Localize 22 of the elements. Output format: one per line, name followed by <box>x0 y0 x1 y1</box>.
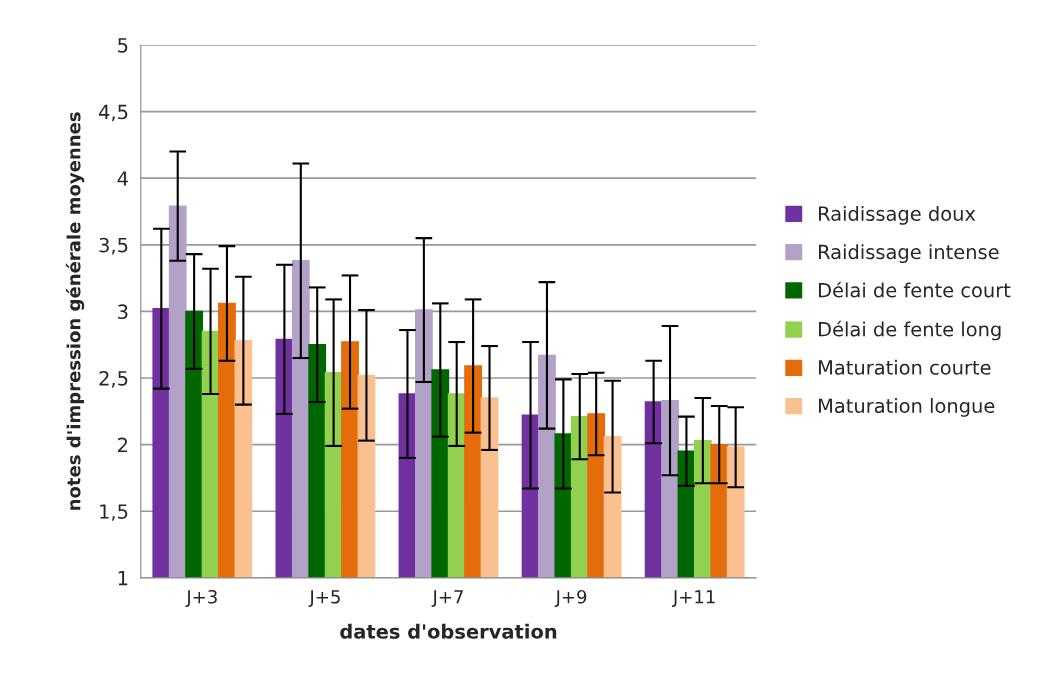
x-tick-label: J+9 <box>554 589 587 607</box>
y-tick-label: 5 <box>118 38 128 53</box>
x-tick-label: J+7 <box>431 590 463 607</box>
legend-label: Maturation courte <box>819 359 991 375</box>
y-tick-label: 4 <box>117 171 128 186</box>
y-axis-title: notes d'impression générale moyennes <box>65 112 85 510</box>
y-tick-label: 3,5 <box>99 237 128 255</box>
legend-label: Délai de fente long <box>819 320 1001 341</box>
x-tick-label: J+3 <box>185 589 217 607</box>
y-tick-label: 2 <box>118 437 128 452</box>
x-tick-label: J+11 <box>671 590 715 607</box>
legend-label: Délai de fente court <box>819 281 1011 298</box>
y-tick-label: 4,5 <box>99 104 128 122</box>
x-axis-title: dates d'observation <box>340 623 557 639</box>
legend-label: Maturation longue <box>819 398 995 417</box>
legend-label: Raidissage intense <box>819 244 999 264</box>
y-tick-label: 1 <box>118 571 128 586</box>
x-tick-label: J+5 <box>308 590 340 607</box>
y-tick-label: 1,5 <box>100 504 128 521</box>
y-tick-label: 3 <box>118 304 128 320</box>
legend-label: Raidissage doux <box>819 205 976 225</box>
y-tick-label: 2,5 <box>99 370 128 388</box>
